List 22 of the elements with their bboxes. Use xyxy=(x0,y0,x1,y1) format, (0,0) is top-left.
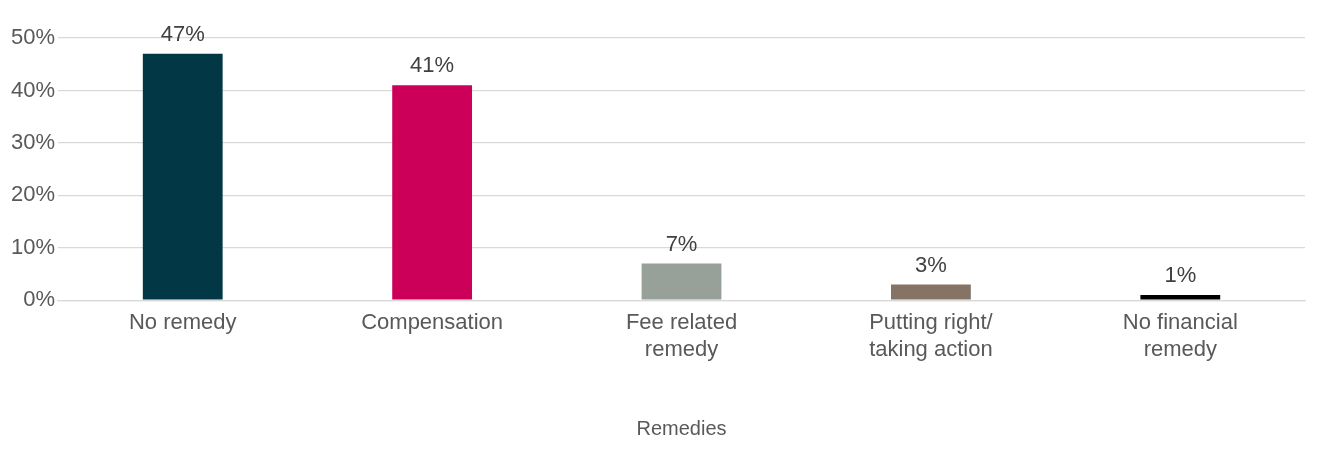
data-label: 3% xyxy=(915,251,947,277)
bar xyxy=(641,263,722,300)
x-tick-label: Compensation xyxy=(361,309,504,335)
y-tick-label: 30% xyxy=(10,128,56,154)
x-tick-label: No remedy xyxy=(128,309,237,335)
bar xyxy=(142,53,223,300)
x-tick-label: No financial remedy xyxy=(1122,309,1238,361)
y-tick-label: 20% xyxy=(10,181,56,207)
data-label: 41% xyxy=(410,52,455,78)
y-tick-label: 50% xyxy=(10,24,56,50)
bar xyxy=(392,85,473,300)
x-tick-label: Fee related remedy xyxy=(625,309,738,361)
y-tick-label: 0% xyxy=(23,286,56,312)
bar xyxy=(891,284,971,300)
bar xyxy=(1140,294,1221,300)
y-tick-label: 40% xyxy=(10,76,56,102)
data-label: 1% xyxy=(1164,262,1197,288)
x-axis-title: Remedies xyxy=(636,416,727,439)
data-label: 7% xyxy=(665,230,698,256)
data-label: 47% xyxy=(160,20,205,46)
x-tick-label: Putting right/ taking action xyxy=(869,309,994,361)
y-tick-label: 10% xyxy=(10,233,56,259)
